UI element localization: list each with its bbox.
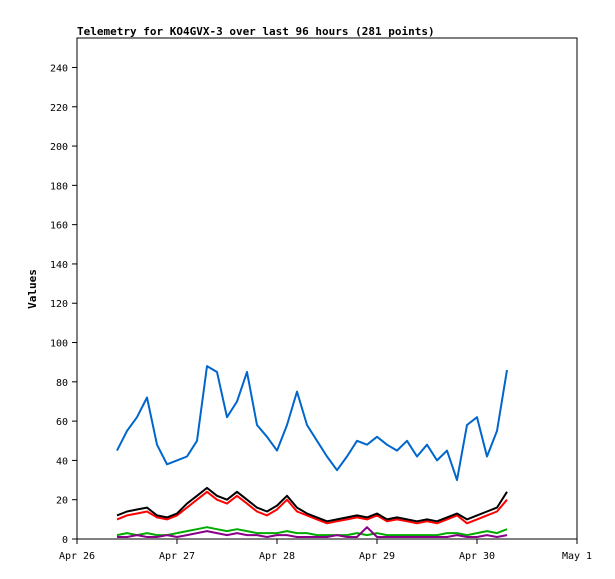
y-axis-label: Values: [26, 269, 39, 309]
y-tick-label: 100: [50, 339, 68, 350]
chart-title: Telemetry for KO4GVX-3 over last 96 hour…: [77, 25, 435, 38]
series-line-4: [116, 526, 508, 537]
y-tick-label: 140: [50, 260, 68, 271]
x-tick-label: Apr 30: [459, 551, 495, 562]
series-line-1: [116, 365, 508, 482]
y-tick-label: 20: [56, 496, 68, 507]
y-tick-label: 0: [62, 535, 68, 546]
series-line-5: [117, 526, 508, 538]
x-tick-label: May 1: [562, 551, 592, 562]
y-tick-label: 220: [50, 103, 68, 114]
plot-frame: [76, 37, 578, 540]
y-axis: 0 20 40 60 80 100 120 140 160 180 200 220 240: [50, 63, 77, 546]
y-tick-label: 80: [56, 378, 68, 389]
y-tick-label: 240: [50, 63, 68, 74]
y-tick-label: 180: [50, 181, 68, 192]
x-tick-label: Apr 29: [359, 551, 395, 562]
series-line-3: [116, 486, 508, 523]
y-tick-label: 120: [50, 299, 68, 310]
y-tick-label: 200: [50, 142, 68, 153]
series-line-2: [116, 490, 508, 525]
y-tick-label: 40: [56, 456, 68, 467]
y-tick-label: 60: [56, 417, 68, 428]
x-axis: Apr 26 Apr 27 Apr 28 Apr 29 Apr 30 May 1: [59, 539, 592, 562]
y-tick-label: 160: [50, 221, 68, 232]
x-tick-label: Apr 27: [159, 551, 195, 562]
series-layer: [116, 365, 508, 538]
x-tick-label: Apr 26: [59, 551, 95, 562]
x-tick-label: Apr 28: [259, 551, 295, 562]
